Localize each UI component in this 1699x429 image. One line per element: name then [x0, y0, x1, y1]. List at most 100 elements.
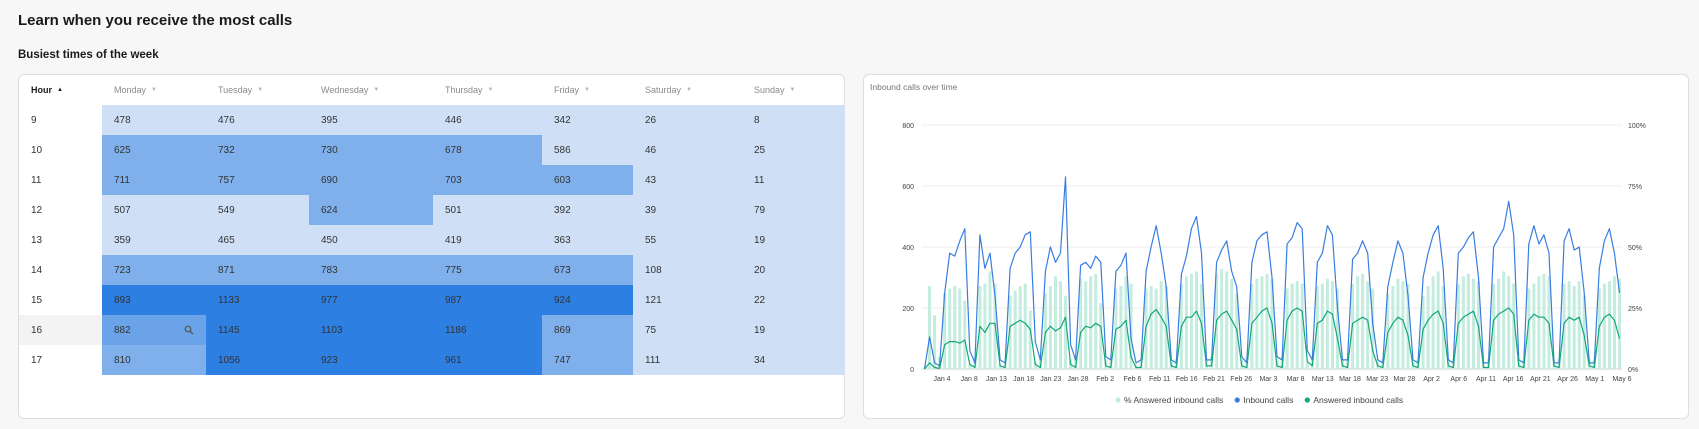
- hour-cell: 11: [19, 165, 102, 195]
- heatmap-cell[interactable]: 79: [742, 195, 845, 225]
- search-icon[interactable]: [184, 325, 194, 335]
- answered-percent-bar: [1602, 283, 1606, 369]
- heatmap-cell[interactable]: 603: [542, 165, 633, 195]
- heatmap-cell-value: 19: [754, 324, 766, 336]
- answered-percent-bar: [1401, 281, 1405, 369]
- answered-percent-bar: [1154, 288, 1158, 369]
- heatmap-cell[interactable]: 775: [433, 255, 542, 285]
- heatmap-cell[interactable]: 34: [742, 345, 845, 375]
- heatmap-cell[interactable]: 22: [742, 285, 845, 315]
- answered-percent-bar: [1064, 295, 1068, 369]
- answered-percent-bar: [1356, 276, 1360, 369]
- heatmap-cell[interactable]: 11: [742, 165, 845, 195]
- heatmap-cell[interactable]: 465: [206, 225, 309, 255]
- heatmap-cell[interactable]: 961: [433, 345, 542, 375]
- column-header-label: Saturday: [645, 85, 682, 95]
- heatmap-cell[interactable]: 1056: [206, 345, 309, 375]
- answered-percent-bar: [1184, 276, 1188, 369]
- x-axis-tick-label: Mar 13: [1312, 376, 1334, 383]
- heatmap-cell[interactable]: 39: [633, 195, 742, 225]
- heatmap-cell[interactable]: 893: [102, 285, 206, 315]
- heatmap-cell[interactable]: 8: [742, 105, 845, 135]
- heatmap-cell-value: 419: [445, 234, 462, 246]
- heatmap-cell[interactable]: 711: [102, 165, 206, 195]
- heatmap-cell[interactable]: 624: [309, 195, 433, 225]
- answered-percent-bar: [1492, 283, 1496, 369]
- y2-axis-tick-label: 100%: [1628, 123, 1646, 130]
- heatmap-cell[interactable]: 987: [433, 285, 542, 315]
- heatmap-cell[interactable]: 43: [633, 165, 742, 195]
- heatmap-cell[interactable]: 363: [542, 225, 633, 255]
- heatmap-cell[interactable]: 723: [102, 255, 206, 285]
- heatmap-cell[interactable]: 625: [102, 135, 206, 165]
- column-header-saturday[interactable]: Saturday ▼: [645, 75, 692, 105]
- column-header-wednesday[interactable]: Wednesday ▼: [321, 75, 379, 105]
- answered-percent-bar: [1330, 281, 1334, 369]
- x-axis-tick-label: Jan 18: [1013, 376, 1034, 383]
- heatmap-cell[interactable]: 586: [542, 135, 633, 165]
- heatmap-cell[interactable]: 882: [102, 315, 206, 345]
- heatmap-cell[interactable]: 1145: [206, 315, 309, 345]
- answered-percent-bar: [1512, 283, 1516, 369]
- heatmap-cell[interactable]: 703: [433, 165, 542, 195]
- column-header-friday[interactable]: Friday ▼: [554, 75, 590, 105]
- answered-percent-bar: [1033, 361, 1037, 369]
- heatmap-cell[interactable]: 501: [433, 195, 542, 225]
- heatmap-cell[interactable]: 924: [542, 285, 633, 315]
- heatmap-cell[interactable]: 732: [206, 135, 309, 165]
- heatmap-cell-value: 8: [754, 114, 760, 126]
- column-header-sunday[interactable]: Sunday ▼: [754, 75, 795, 105]
- heatmap-cell[interactable]: 923: [309, 345, 433, 375]
- heatmap-cell[interactable]: 871: [206, 255, 309, 285]
- hour-cell: 13: [19, 225, 102, 255]
- heatmap-cell[interactable]: 20: [742, 255, 845, 285]
- heatmap-cell[interactable]: 478: [102, 105, 206, 135]
- heatmap-cell[interactable]: 111: [633, 345, 742, 375]
- heatmap-cell-value: 893: [114, 294, 131, 306]
- heatmap-cell[interactable]: 747: [542, 345, 633, 375]
- heatmap-cell[interactable]: 476: [206, 105, 309, 135]
- heatmap-cell[interactable]: 19: [742, 225, 845, 255]
- heatmap-cell[interactable]: 342: [542, 105, 633, 135]
- heatmap-cell[interactable]: 75: [633, 315, 742, 345]
- x-axis-tick-label: Feb 21: [1203, 376, 1225, 383]
- heatmap-cell[interactable]: 1133: [206, 285, 309, 315]
- y-axis-tick-label: 0: [910, 367, 914, 374]
- column-header-tuesday[interactable]: Tuesday ▼: [218, 75, 263, 105]
- heatmap-cell[interactable]: 25: [742, 135, 845, 165]
- heatmap-cell[interactable]: 450: [309, 225, 433, 255]
- heatmap-cell[interactable]: 678: [433, 135, 542, 165]
- heatmap-cell-value: 690: [321, 174, 338, 186]
- heatmap-cell[interactable]: 730: [309, 135, 433, 165]
- heatmap-cell[interactable]: 757: [206, 165, 309, 195]
- heatmap-cell[interactable]: 690: [309, 165, 433, 195]
- heatmap-cell[interactable]: 359: [102, 225, 206, 255]
- heatmap-cell[interactable]: 419: [433, 225, 542, 255]
- heatmap-cell[interactable]: 395: [309, 105, 433, 135]
- heatmap-cell[interactable]: 108: [633, 255, 742, 285]
- answered-percent-bar: [968, 364, 972, 369]
- heatmap-cell[interactable]: 977: [309, 285, 433, 315]
- heatmap-cell[interactable]: 507: [102, 195, 206, 225]
- heatmap-cell[interactable]: 446: [433, 105, 542, 135]
- heatmap-cell[interactable]: 1186: [433, 315, 542, 345]
- heatmap-cell[interactable]: 673: [542, 255, 633, 285]
- heatmap-cell[interactable]: 783: [309, 255, 433, 285]
- table-row: 9 478 476 395 446 342 26 8: [19, 105, 845, 135]
- heatmap-cell[interactable]: 26: [633, 105, 742, 135]
- heatmap-cell[interactable]: 55: [633, 225, 742, 255]
- column-header-thursday[interactable]: Thursday ▼: [445, 75, 493, 105]
- heatmap-cell[interactable]: 121: [633, 285, 742, 315]
- heatmap-cell[interactable]: 46: [633, 135, 742, 165]
- heatmap-cell[interactable]: 1103: [309, 315, 433, 345]
- y-axis-tick-label: 200: [902, 306, 914, 313]
- column-header-hour[interactable]: Hour ▲: [31, 75, 63, 105]
- column-header-monday[interactable]: Monday ▼: [114, 75, 157, 105]
- sort-caret-icon: ▼: [487, 87, 494, 93]
- heatmap-cell[interactable]: 810: [102, 345, 206, 375]
- heatmap-cell[interactable]: 549: [206, 195, 309, 225]
- heatmap-cell[interactable]: 19: [742, 315, 845, 345]
- inbound-calls-chart: 0 200 400 600 800 0% 25% 50% 75% 100% Jan 4 Jan 8 Ja…: [902, 123, 1646, 405]
- heatmap-cell[interactable]: 869: [542, 315, 633, 345]
- heatmap-cell[interactable]: 392: [542, 195, 633, 225]
